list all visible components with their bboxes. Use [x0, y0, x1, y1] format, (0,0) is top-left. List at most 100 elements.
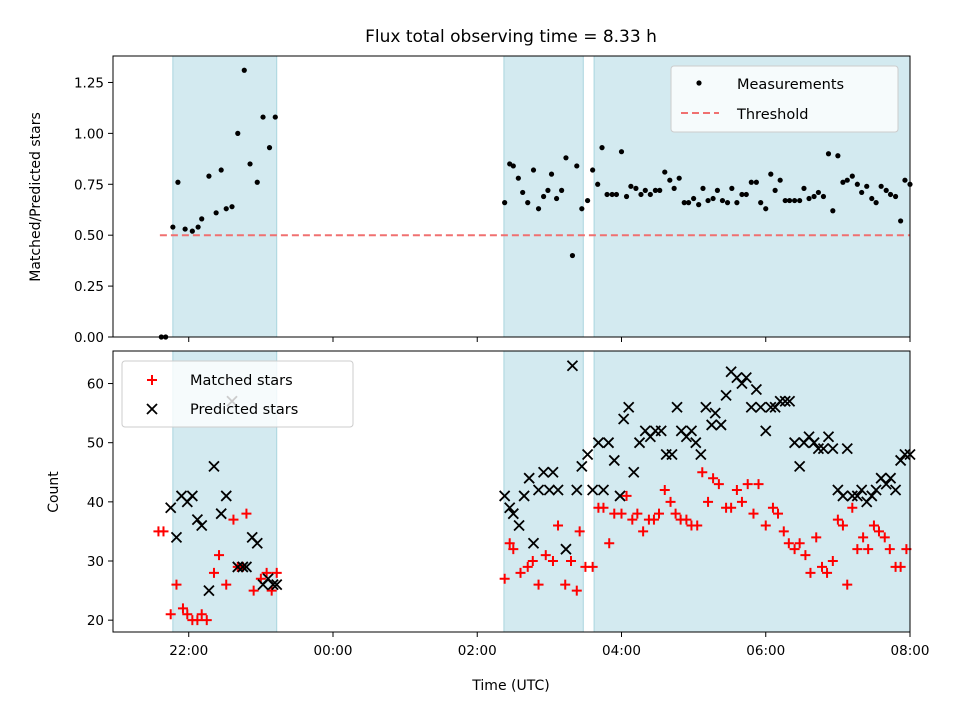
predicted-point [232, 561, 244, 573]
predicted-point [170, 531, 183, 543]
top-axes: 0.00 0.25 0.50 0.75 1.00 1.25 [74, 55, 911, 346]
predicted-point [267, 579, 279, 591]
measurement-point [710, 195, 716, 202]
measurement-point [878, 183, 884, 189]
measurement-point [206, 173, 212, 179]
measurement-point [260, 114, 266, 120]
matched-point [670, 508, 681, 519]
measurement-point [189, 228, 195, 234]
measurement-point [902, 177, 908, 183]
measurement-point [797, 197, 803, 204]
matched-point [638, 526, 649, 537]
predicted-point [518, 490, 530, 502]
matched-point [681, 514, 692, 525]
measurement-point [170, 224, 176, 230]
measurement-point [883, 187, 889, 193]
matched-point [708, 473, 719, 484]
predicted-point [608, 454, 620, 467]
predicted-point [165, 502, 177, 514]
measurement-point [175, 179, 181, 185]
predicted-point [240, 561, 253, 573]
predicted-point [841, 442, 853, 455]
predicted-point [870, 484, 882, 496]
x-axis-label: Time (UTC) [471, 678, 549, 694]
matched-point [822, 567, 833, 578]
predicted-point [736, 377, 748, 390]
measurement-point [584, 197, 591, 204]
matched-point [794, 538, 805, 549]
measurement-point [652, 187, 658, 193]
measurement-point [618, 149, 625, 155]
measurement-point [599, 145, 605, 151]
measurement-point [791, 197, 798, 204]
measurement-point [758, 200, 764, 206]
measurement-point [647, 191, 653, 198]
matched-point [214, 550, 225, 561]
top-panel: 0.00 0.25 0.50 0.75 1.00 1.25 Matched/Predict… [28, 55, 913, 346]
matched-point [171, 579, 182, 590]
predicted-point [685, 425, 698, 437]
measurement-point [579, 206, 585, 212]
matched-point [697, 467, 708, 478]
predicted-point [507, 508, 519, 520]
predicted-point [715, 419, 727, 431]
matched-point [852, 544, 863, 555]
matched-point [165, 609, 176, 620]
measurement-point [520, 189, 526, 196]
measurement-point [182, 226, 188, 232]
predicted-point [566, 360, 579, 372]
predicted-point [523, 472, 535, 484]
measurement-point [241, 67, 247, 73]
axes-frame [112, 55, 911, 338]
predicted-point [740, 371, 752, 384]
matched-point [587, 561, 598, 572]
matched-point [800, 550, 811, 561]
predicted-point [618, 413, 630, 425]
predicted-point [560, 543, 572, 555]
matched-point [742, 479, 753, 490]
predicted-point [499, 490, 511, 502]
predicted-point [690, 437, 702, 449]
matched-point [598, 502, 609, 513]
measurement-point [840, 179, 846, 185]
measurement-point [609, 191, 615, 198]
legend-threshold-label: Threshold [736, 107, 808, 123]
predicted-point [527, 537, 540, 549]
predicted-point [709, 407, 721, 419]
top-legend: Measurements Threshold [670, 65, 899, 133]
predicted-point [251, 537, 263, 549]
predicted-point [532, 484, 545, 496]
y-tick-label: 0.75 [74, 177, 104, 193]
bottom-legend-box [121, 360, 354, 428]
measurement-point [729, 185, 735, 191]
predicted-point [899, 448, 911, 461]
measurement-point [700, 185, 706, 191]
matched-point [778, 526, 789, 537]
measurement-point [510, 163, 516, 169]
measurement-point [638, 191, 644, 198]
legend-predicted-marker [146, 403, 158, 415]
measurement-points [158, 67, 913, 340]
measurement-point [545, 187, 551, 193]
measurement-point [613, 191, 620, 198]
matched-point [560, 579, 571, 590]
measurement-point [657, 187, 663, 193]
measurement-point [569, 252, 576, 259]
measurement-point [272, 114, 278, 120]
predicted-point [822, 431, 835, 443]
matched-point [248, 585, 259, 596]
predicted-point [700, 401, 712, 413]
matched-point [692, 520, 703, 531]
predicted-point [623, 401, 635, 413]
matched-point [783, 538, 794, 549]
predicted-point [788, 437, 801, 449]
top-y-axis-label: Matched/Predicted stars [28, 112, 44, 282]
matched-point [627, 514, 638, 525]
measurement-point [825, 151, 832, 157]
measurement-point [530, 167, 537, 173]
matched-point [868, 520, 879, 531]
measurement-point [782, 197, 788, 204]
predicted-point [537, 466, 550, 478]
x-tick-label: 08:00 [891, 643, 930, 659]
measurement-point [213, 210, 219, 216]
